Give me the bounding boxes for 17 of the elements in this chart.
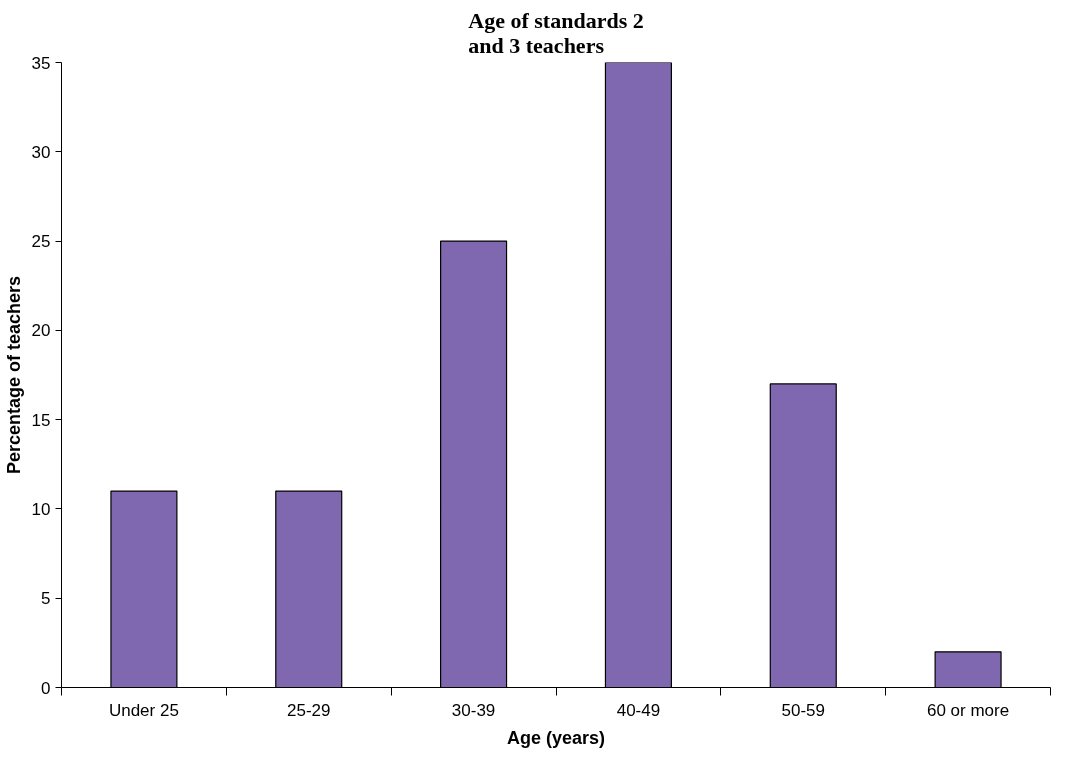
y-tick-label: 25: [31, 232, 51, 252]
y-tick-label: 15: [31, 410, 51, 430]
x-tick-label: 60 or more: [926, 700, 1010, 720]
y-tick-label: 30: [31, 142, 51, 162]
y-tick-label: 35: [31, 53, 51, 73]
x-tick-label: Under 25: [108, 700, 179, 720]
y-tick-label: 10: [31, 499, 51, 519]
x-tick-label: 30-39: [451, 700, 496, 720]
y-tick-label: 0: [41, 678, 51, 698]
chart-title: Age of standards 2 and 3 teachers: [468, 7, 644, 58]
y-tick-label: 5: [41, 589, 51, 609]
y-axis-title: Percentage of teachers: [3, 275, 24, 475]
x-tick-label: 25-29: [287, 700, 331, 720]
x-tick-label: 50-59: [781, 700, 825, 720]
x-tick-label: 40-49: [616, 700, 661, 720]
y-tick-label: 20: [31, 321, 51, 341]
x-axis-title: Age (years): [506, 727, 606, 748]
